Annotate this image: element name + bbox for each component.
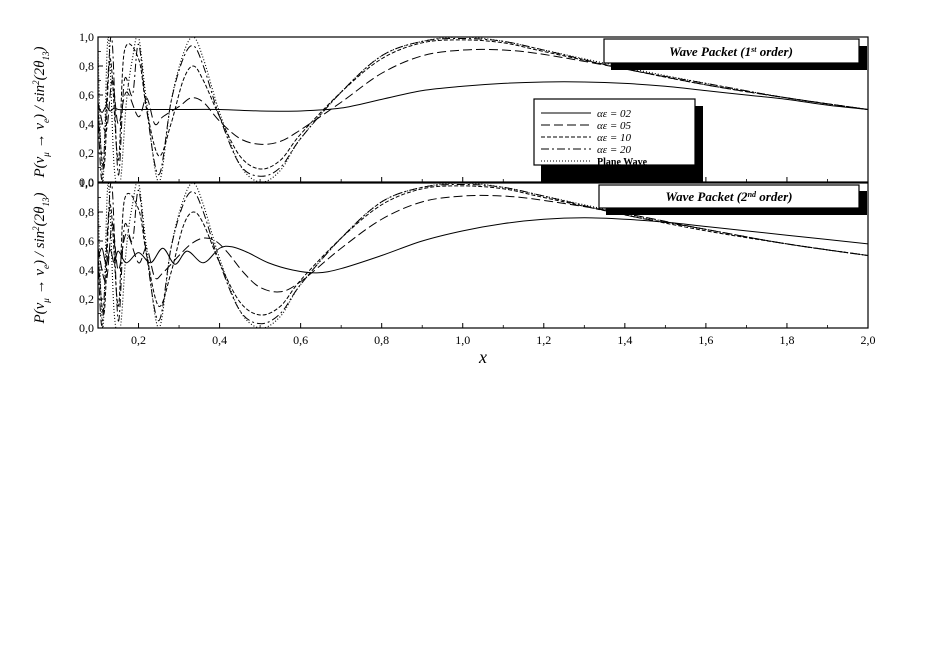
legend-label: αε = 05 bbox=[597, 120, 632, 132]
x-axis-label: x bbox=[478, 347, 487, 367]
y-tick-label: 0,8 bbox=[79, 205, 94, 219]
y-tick-label: 1,0 bbox=[79, 30, 94, 44]
y-tick-label: 0,4 bbox=[79, 117, 94, 131]
y-tick-label: 0,0 bbox=[79, 175, 94, 189]
y-tick-label: 0,2 bbox=[79, 146, 94, 160]
y-axis-label: P(νμ → νe) / sin2(2θ13) bbox=[31, 46, 51, 178]
series-line-plane-wave bbox=[98, 37, 868, 182]
panel-wave-packet-1st-order: 0,0 0,2 0,4 0,6 0,8 1,0 Wave Packet (1st orde… bbox=[31, 30, 869, 189]
x-tick-label: 1,6 bbox=[698, 333, 713, 347]
x-tick-label: 0,6 bbox=[293, 333, 308, 347]
x-tick-label: 1,0 bbox=[455, 333, 470, 347]
y-tick-label: 0,8 bbox=[79, 59, 94, 73]
series-group bbox=[98, 183, 868, 328]
x-tick-label: 0,8 bbox=[374, 333, 389, 347]
x-tick-label: 1,8 bbox=[779, 333, 794, 347]
y-tick-label: 0,4 bbox=[79, 263, 94, 277]
y-axis-label: P(νμ → νe) / sin2(2θ13) bbox=[31, 192, 51, 324]
series-line--10 bbox=[98, 39, 868, 170]
y-tick-label: 0,2 bbox=[79, 292, 94, 306]
legend-label: αε = 10 bbox=[597, 132, 632, 144]
x-tick-label: 0,2 bbox=[131, 333, 146, 347]
chart-title-box: Wave Packet (2nd order) bbox=[598, 184, 867, 215]
legend-label: αε = 02 bbox=[597, 108, 632, 120]
series-line--05 bbox=[98, 48, 868, 145]
y-tick-label: 0,6 bbox=[79, 88, 94, 102]
series-line-plane-wave bbox=[98, 183, 868, 328]
series-line--05 bbox=[98, 194, 868, 293]
y-tick-label: 1,0 bbox=[79, 176, 94, 190]
chart-title: Wave Packet (1st order) bbox=[669, 44, 793, 59]
y-axis-ticks: 0,0 0,2 0,4 0,6 0,8 1,0 bbox=[79, 176, 103, 335]
x-tick-label: 2,0 bbox=[861, 333, 876, 347]
chart-title: Wave Packet (2nd order) bbox=[666, 189, 793, 204]
x-tick-label: 1,4 bbox=[617, 333, 632, 347]
panel-wave-packet-2nd-order: 0,0 0,2 0,4 0,6 0,8 1,0 0,2 0,4 0,6 0,8 1,0 1,2 1,4… bbox=[31, 176, 876, 347]
x-tick-label: 1,2 bbox=[536, 333, 551, 347]
y-tick-label: 0,6 bbox=[79, 234, 94, 248]
y-axis-ticks: 0,0 0,2 0,4 0,6 0,8 1,0 bbox=[79, 30, 103, 189]
legend-label: Plane Wave bbox=[597, 157, 648, 168]
series-line--02 bbox=[98, 217, 868, 274]
y-tick-label: 0,0 bbox=[79, 321, 94, 335]
series-group bbox=[98, 37, 868, 182]
series-line--10 bbox=[98, 185, 868, 316]
x-tick-label: 0,4 bbox=[212, 333, 227, 347]
legend-label: αε = 20 bbox=[597, 144, 632, 156]
x-axis-ticks: 0,2 0,4 0,6 0,8 1,0 1,2 1,4 1,6 1,8 2,0 bbox=[97, 323, 876, 347]
chart-title-box: Wave Packet (1st order) bbox=[603, 38, 867, 70]
